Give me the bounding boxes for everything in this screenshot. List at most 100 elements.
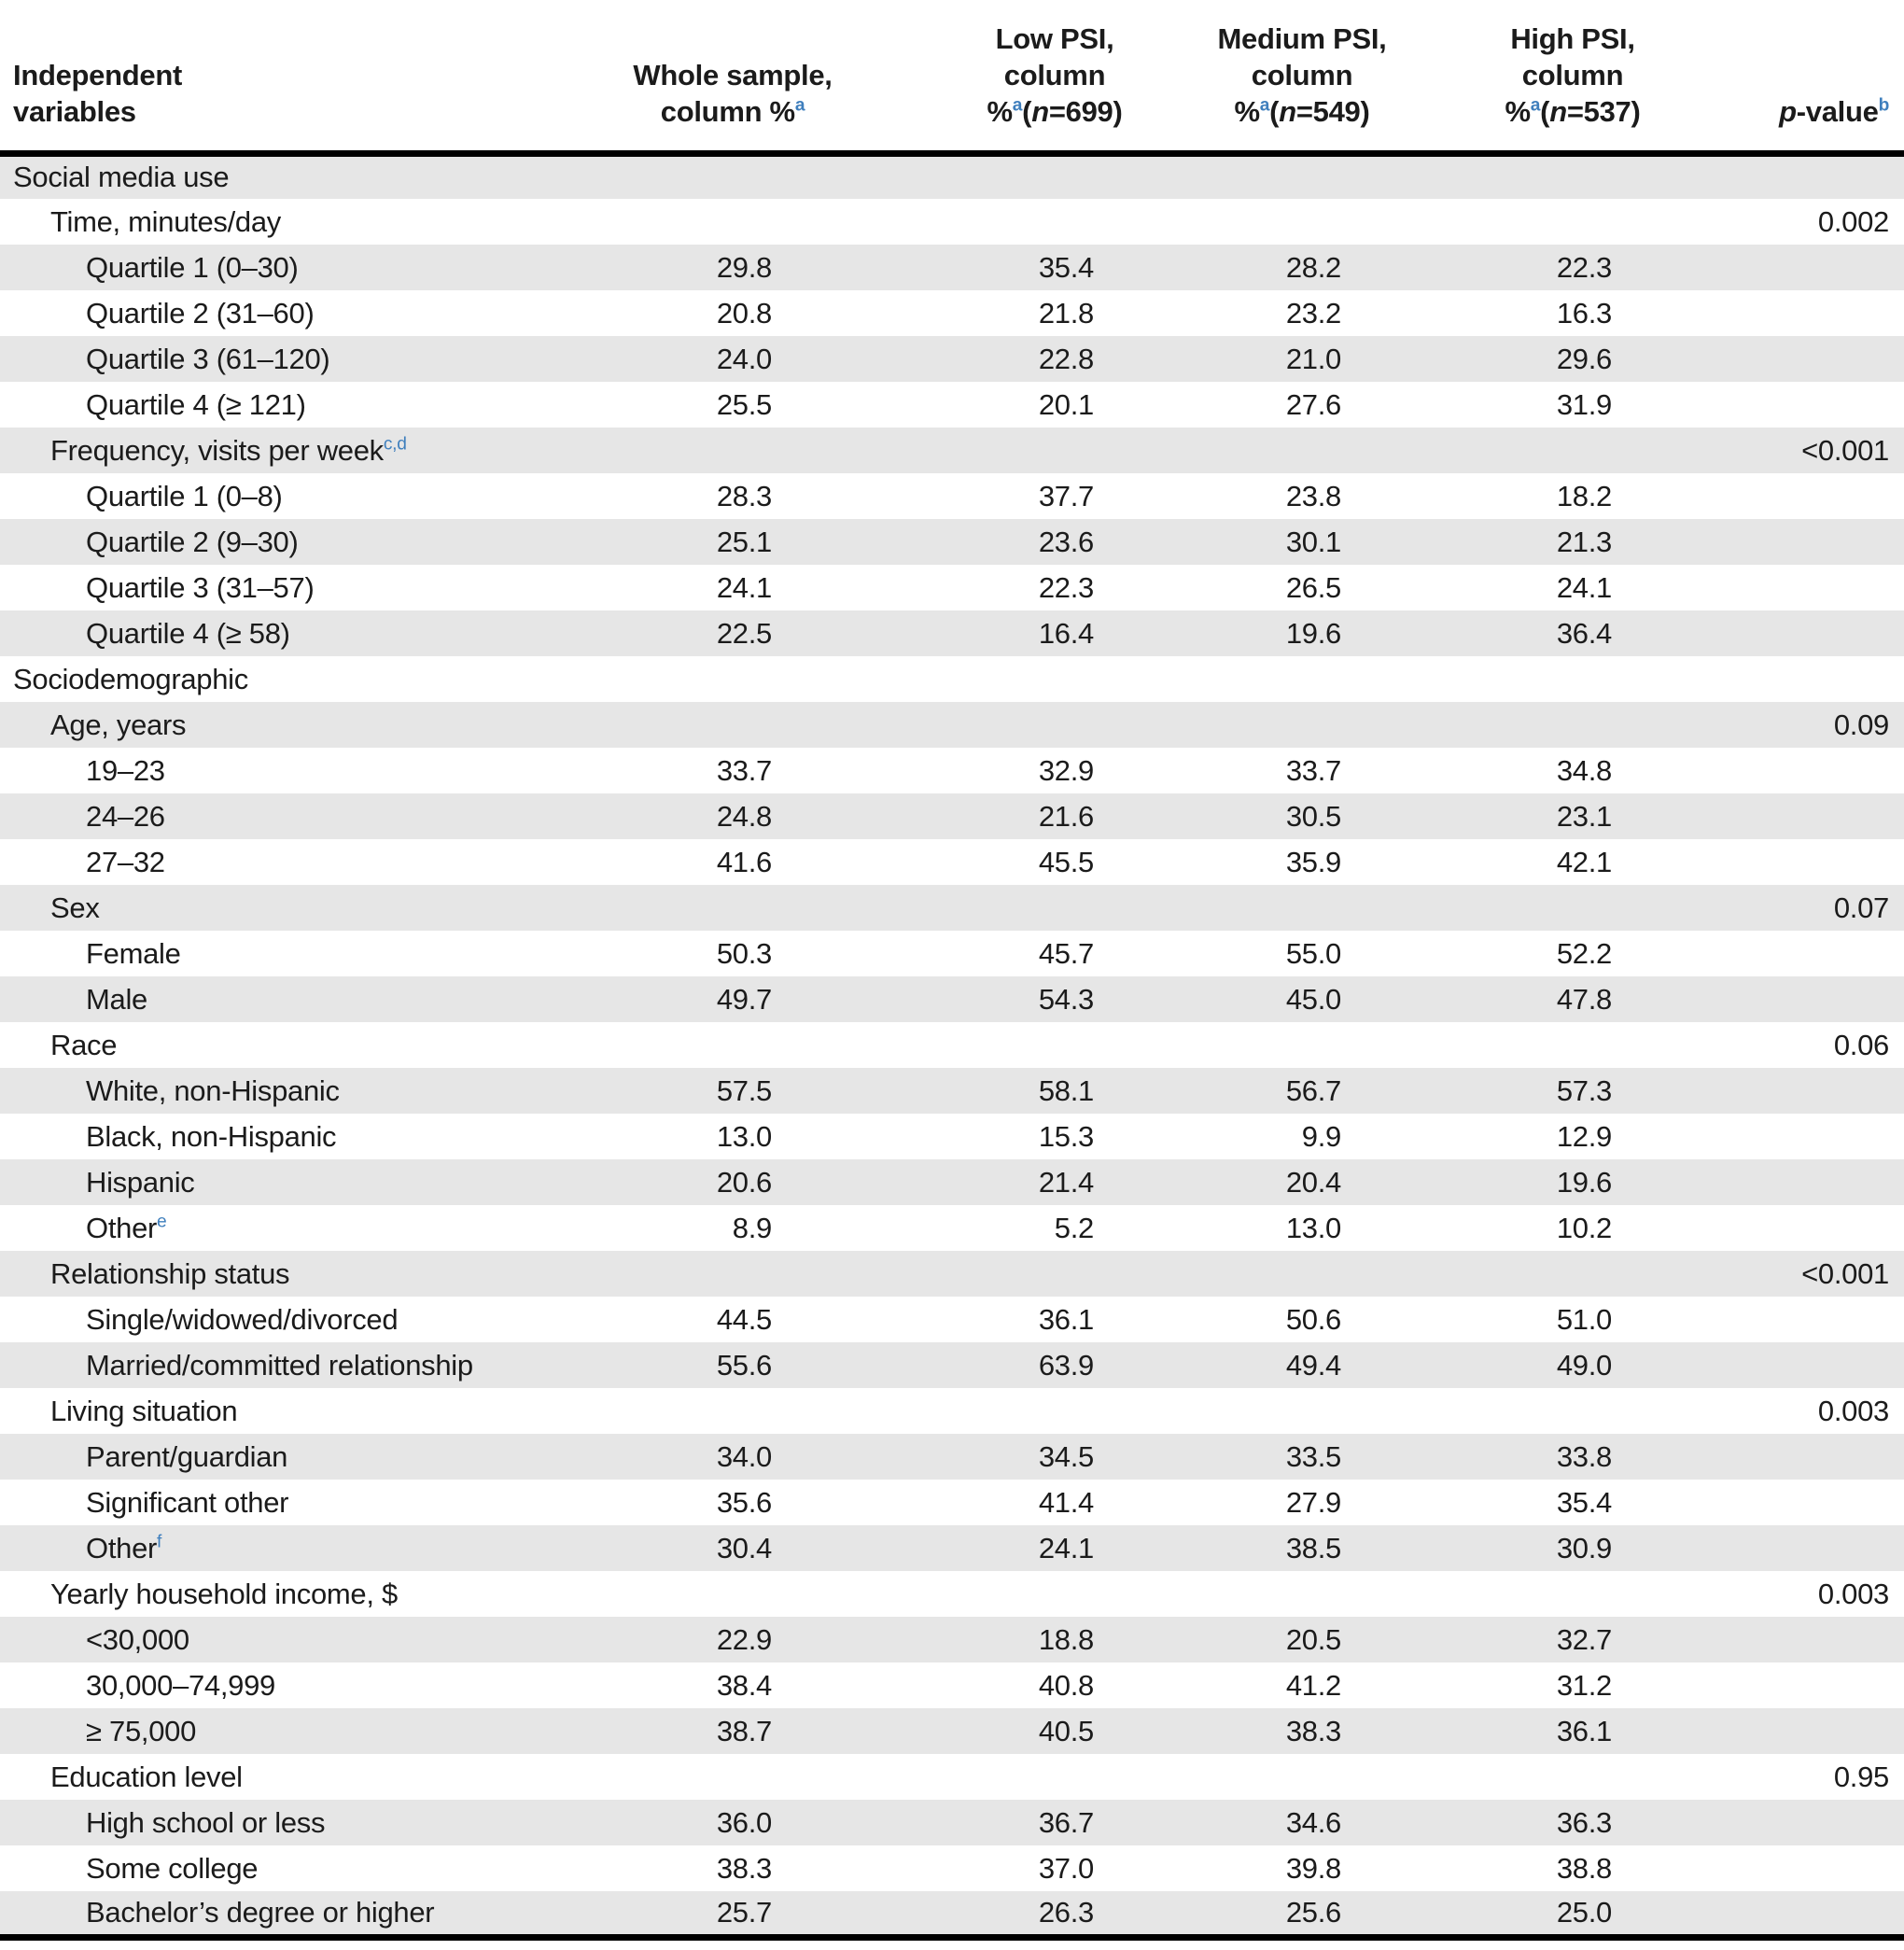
percent-value: 32.7: [1556, 1622, 1612, 1656]
value-cell-whole-psi: 41.6: [527, 839, 938, 885]
value-cell-low-psi: 58.1: [938, 1068, 1171, 1114]
value-cell-low-psi: [938, 1754, 1171, 1800]
row-label-cell: Quartile 1 (0–30): [0, 245, 527, 290]
value-cell-high-psi: 33.8: [1433, 1434, 1713, 1480]
table-row: Significant other 35.6 41.4 27.9 35.4: [0, 1480, 1904, 1525]
row-label: Female: [86, 936, 181, 970]
value-cell-whole-psi: [527, 199, 938, 245]
table-row: Quartile 1 (0–8) 28.3 37.7 23.8 18.2: [0, 473, 1904, 519]
row-label: Quartile 4 (≥ 58): [86, 616, 290, 650]
header-text: (: [1540, 94, 1550, 128]
percent-value: 27.9: [1285, 1485, 1341, 1519]
header-text: p: [1779, 94, 1797, 128]
value-cell-high-psi: 31.9: [1433, 382, 1713, 428]
p-value-cell: [1713, 1068, 1904, 1114]
table-row: 19–23 33.7 32.9 33.7 34.8: [0, 748, 1904, 793]
value-cell-medium-psi: 45.0: [1171, 976, 1433, 1022]
header-line: column: [1171, 57, 1433, 93]
row-label-cell: Quartile 4 (≥ 58): [0, 610, 527, 656]
percent-value: 41.6: [716, 845, 772, 878]
row-label: Single/widowed/divorced: [86, 1302, 399, 1336]
column-header-p: p-valueb: [1713, 0, 1904, 157]
value-cell-low-psi: 24.1: [938, 1525, 1171, 1571]
value-cell-high-psi: 38.8: [1433, 1845, 1713, 1891]
percent-value: 41.2: [1285, 1668, 1341, 1702]
footnote-superscript: a: [794, 95, 805, 116]
value-cell-medium-psi: 34.6: [1171, 1800, 1433, 1845]
table-row: Black, non-Hispanic 13.0 15.3 9.9 12.9: [0, 1114, 1904, 1159]
value-cell-low-psi: 41.4: [938, 1480, 1171, 1525]
value-cell-low-psi: 21.4: [938, 1159, 1171, 1205]
percent-value: 24.1: [1556, 570, 1612, 604]
header-line: p-valueb: [1713, 93, 1889, 130]
header-line: column: [1433, 57, 1713, 93]
row-label-cell: <30,000: [0, 1617, 527, 1662]
value-cell-high-psi: [1433, 1251, 1713, 1297]
percent-value: 33.7: [1285, 753, 1341, 787]
table-row: Sex 0.07: [0, 885, 1904, 931]
header-line: %a(n=537): [1433, 93, 1713, 130]
p-value-cell: 0.95: [1833, 1760, 1889, 1793]
row-label: Parent/guardian: [86, 1439, 288, 1473]
value-cell-low-psi: 40.5: [938, 1708, 1171, 1754]
percent-value: 21.8: [1038, 296, 1094, 330]
table-row: Time, minutes/day 0.002: [0, 199, 1904, 245]
value-cell-whole-psi: 29.8: [527, 245, 938, 290]
p-value-cell: <0.001: [1801, 433, 1889, 467]
column-header-high: High PSI, column %a(n=537): [1433, 0, 1713, 157]
value-cell-low-psi: [938, 702, 1171, 748]
table-row: Race 0.06: [0, 1022, 1904, 1068]
row-label: Social media use: [13, 161, 230, 194]
header-text: column: [1251, 58, 1353, 91]
value-cell-medium-psi: 13.0: [1171, 1205, 1433, 1251]
table-row: Social media use: [0, 153, 1904, 199]
value-cell-whole-psi: 44.5: [527, 1297, 938, 1342]
value-cell-low-psi: [938, 1388, 1171, 1434]
value-cell-low-psi: 15.3: [938, 1114, 1171, 1159]
value-cell-high-psi: 51.0: [1433, 1297, 1713, 1342]
row-label-cell: Female: [0, 931, 527, 976]
percent-value: 49.7: [716, 982, 772, 1016]
percent-value: 29.6: [1556, 342, 1612, 375]
value-cell-medium-psi: [1171, 702, 1433, 748]
row-label-cell: ≥ 75,000: [0, 1708, 527, 1754]
table-row: Education level 0.95: [0, 1754, 1904, 1800]
value-cell-whole-psi: [527, 656, 938, 702]
percent-value: 45.5: [1038, 845, 1094, 878]
value-cell-high-psi: [1433, 1022, 1713, 1068]
value-cell-high-psi: 34.8: [1433, 748, 1713, 793]
value-cell-whole-psi: 34.0: [527, 1434, 938, 1480]
percent-value: 20.1: [1038, 387, 1094, 421]
row-label-cell: Age, years: [0, 702, 527, 748]
value-cell-medium-psi: 33.5: [1171, 1434, 1433, 1480]
p-value-cell: 0.07: [1833, 891, 1889, 924]
table-row: Quartile 4 (≥ 121) 25.5 20.1 27.6 31.9: [0, 382, 1904, 428]
value-cell-high-psi: [1433, 885, 1713, 931]
value-cell-medium-psi: [1171, 656, 1433, 702]
value-cell-whole-psi: 25.5: [527, 382, 938, 428]
p-value-cell: [1713, 473, 1904, 519]
value-cell-high-psi: [1433, 1388, 1713, 1434]
column-header-low: Low PSI, column %a(n=699): [938, 0, 1171, 157]
p-value-cell: [1713, 1114, 1904, 1159]
percent-value: 19.6: [1556, 1165, 1612, 1199]
row-label: Significant other: [86, 1485, 289, 1519]
row-label-cell: 27–32: [0, 839, 527, 885]
value-cell-whole-psi: 50.3: [527, 931, 938, 976]
percent-value: 28.2: [1285, 250, 1341, 284]
value-cell-medium-psi: 25.6: [1171, 1891, 1433, 1941]
percent-value: 50.6: [1285, 1302, 1341, 1336]
p-value-cell: [1713, 565, 1904, 610]
p-value-cell: [1713, 1205, 1904, 1251]
row-label-cell: Married/committed relationship: [0, 1342, 527, 1388]
value-cell-high-psi: 42.1: [1433, 839, 1713, 885]
percent-value: 29.8: [716, 250, 772, 284]
value-cell-medium-psi: 38.3: [1171, 1708, 1433, 1754]
row-label: Male: [86, 982, 147, 1016]
row-label: White, non-Hispanic: [86, 1073, 340, 1107]
p-value-cell: [1713, 793, 1904, 839]
value-cell-low-psi: 35.4: [938, 245, 1171, 290]
row-label: Other: [86, 1211, 158, 1244]
percent-value: 39.8: [1285, 1851, 1341, 1885]
p-value-cell: 0.06: [1833, 1028, 1889, 1061]
